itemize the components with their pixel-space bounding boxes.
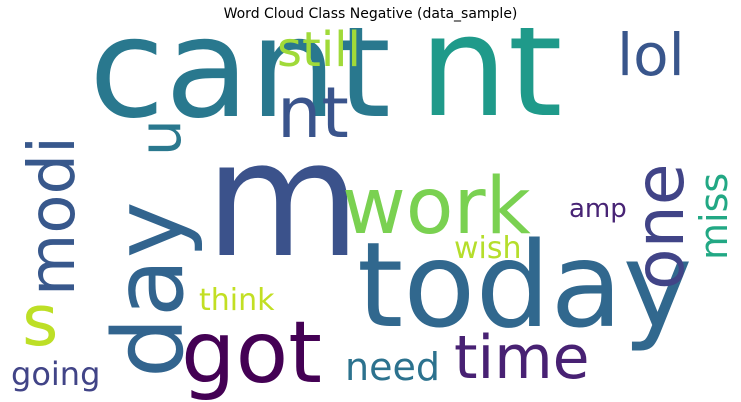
word-miss: miss	[692, 172, 732, 260]
word-think: think	[199, 283, 275, 318]
word-today: today	[357, 216, 693, 354]
word-going: going	[11, 355, 101, 393]
word-m: m	[205, 106, 361, 293]
word-wish: wish	[454, 231, 522, 266]
word-one: one	[621, 163, 700, 290]
word-cant: cant	[89, 28, 392, 149]
word-amp: amp	[569, 194, 627, 224]
word-nt-large: nt	[419, 28, 563, 149]
word-nt-small: nt	[277, 72, 349, 154]
word-need: need	[345, 345, 440, 389]
word-time: time	[454, 323, 590, 393]
word-lol: lol	[617, 28, 685, 89]
word-s: s	[22, 280, 59, 362]
word-got: got	[181, 303, 322, 400]
word-work: work	[342, 162, 531, 252]
word-u: u	[126, 119, 194, 156]
word-cloud: cant nt m work today day got modi one u …	[9, 28, 732, 400]
figure-title: Word Cloud Class Negative (data_sample)	[223, 6, 518, 22]
word-modi: modi	[16, 136, 90, 296]
word-still: still	[277, 28, 361, 78]
